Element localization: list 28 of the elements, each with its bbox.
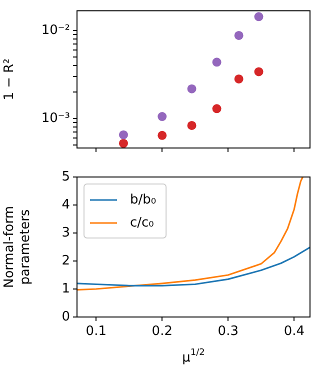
y-tick-label: 0	[62, 309, 70, 324]
point	[158, 130, 167, 140]
point	[234, 74, 244, 84]
point	[158, 112, 167, 122]
x-tick-label: 0.1	[86, 324, 106, 340]
point	[254, 12, 264, 22]
point	[118, 130, 128, 140]
point	[187, 120, 196, 130]
legend-label: b/b₀	[130, 192, 156, 208]
y-tick-label: 1	[62, 281, 70, 296]
y-tick-label: 10⁻³	[41, 110, 70, 126]
point	[234, 30, 244, 40]
point	[254, 67, 264, 76]
y-tick-label: 2	[62, 253, 70, 268]
point	[187, 84, 196, 94]
y-tick-label: 10⁻²	[41, 22, 70, 38]
x-tick-label: 0.3	[218, 324, 238, 340]
y-tick-label: 5	[62, 169, 70, 184]
point	[212, 104, 222, 114]
y-tick-label: 3	[62, 225, 70, 240]
point	[118, 138, 128, 148]
legend-label: c/c₀	[130, 215, 154, 230]
x-tick-label: 0.4	[284, 324, 304, 340]
point	[212, 58, 222, 67]
y-tick-label: 4	[62, 197, 70, 212]
x-tick-label: 0.2	[152, 324, 172, 340]
y-axis-title: Normal-form parameters	[2, 206, 33, 288]
y-axis-title: 1 − R²	[2, 58, 18, 100]
